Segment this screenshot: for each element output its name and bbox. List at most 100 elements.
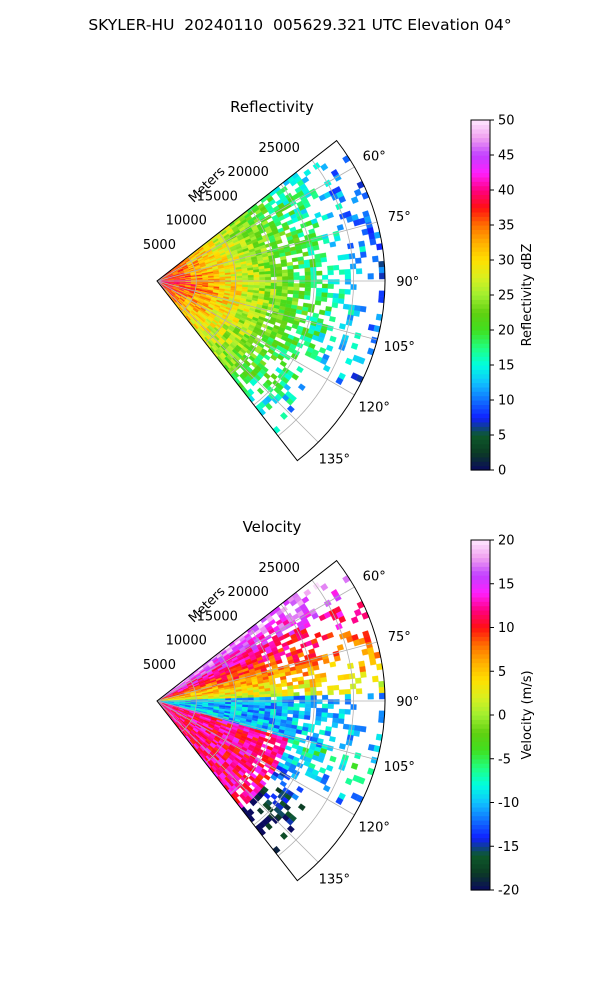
- colorbar-segment: [471, 767, 490, 773]
- data-cell: [372, 675, 379, 683]
- data-cell: [284, 745, 292, 752]
- data-cell: [326, 211, 334, 219]
- colorbar-tick-label: -10: [498, 796, 519, 811]
- data-cell: [270, 690, 277, 695]
- radial-tick-label: 10000: [166, 634, 207, 649]
- colorbar-segment: [471, 820, 490, 825]
- colorbar-segment: [471, 583, 490, 589]
- colorbar-segment: [471, 876, 490, 882]
- data-cell: [314, 677, 322, 684]
- data-cell: [353, 730, 361, 737]
- colorbar-tick-label: 10: [498, 621, 515, 636]
- data-cell: [355, 688, 363, 695]
- data-cell: [304, 687, 311, 693]
- data-cell: [355, 257, 362, 264]
- colorbar-segment: [471, 723, 490, 729]
- data-cell: [338, 743, 346, 750]
- data-cell: [303, 715, 311, 720]
- data-cell: [312, 222, 320, 229]
- colorbar-segment: [471, 837, 490, 843]
- data-cell: [358, 660, 366, 668]
- colorbar-segment: [471, 592, 490, 598]
- data-cell: [304, 703, 312, 708]
- data-cell: [360, 671, 367, 678]
- colorbar-segment: [471, 579, 490, 585]
- colorbar-label: Velocity (m/s): [520, 670, 535, 759]
- data-cell: [225, 698, 232, 701]
- data-cell: [327, 703, 334, 709]
- data-cell: [338, 689, 346, 695]
- data-cell: [327, 270, 334, 276]
- data-cell: [265, 696, 272, 701]
- colorbar-segment: [471, 636, 490, 642]
- data-cell: [292, 684, 300, 690]
- angle-tick-label: 120°: [359, 820, 390, 835]
- colorbar-segment: [471, 732, 490, 738]
- angle-tick-label: 60°: [363, 570, 386, 585]
- data-cell: [327, 712, 334, 719]
- data-cell: [331, 722, 339, 729]
- colorbar-segment: [471, 793, 490, 799]
- data-cell: [259, 691, 266, 695]
- velocity-title: Velocity: [243, 518, 302, 536]
- data-cell: [344, 289, 351, 295]
- data-cell: [270, 702, 277, 707]
- data-cell: [314, 631, 322, 639]
- colorbar-tick-label: 20: [498, 534, 515, 549]
- data-cell: [298, 710, 305, 716]
- colorbar-segment: [471, 570, 490, 576]
- colorbar-segment: [471, 841, 490, 847]
- data-cell: [342, 723, 350, 730]
- data-cell: [270, 699, 277, 704]
- colorbar-segment: [471, 706, 490, 712]
- colorbar-segment: [471, 675, 490, 681]
- data-cell: [270, 693, 277, 698]
- colorbar-segment: [471, 828, 490, 834]
- colorbar-segment: [471, 662, 490, 668]
- angle-tick-label: 105°: [384, 760, 415, 775]
- data-cell: [320, 583, 329, 592]
- data-cell: [321, 708, 328, 714]
- data-cell: [279, 780, 288, 788]
- data-cell: [264, 693, 272, 698]
- data-cell: [360, 251, 367, 258]
- colorbar-segment: [471, 811, 490, 817]
- data-cell: [337, 674, 345, 681]
- data-cell: [304, 707, 311, 712]
- data-cell: [369, 658, 377, 666]
- colorbar-segment: [471, 728, 490, 734]
- data-cell: [253, 702, 260, 706]
- data-cell: [256, 807, 265, 815]
- data-cell: [293, 706, 300, 712]
- data-cell: [338, 195, 347, 204]
- colorbar-segment: [471, 785, 490, 790]
- data-cell: [270, 705, 277, 710]
- data-cell: [253, 694, 260, 698]
- colorbar-segment: [471, 618, 490, 624]
- colorbar-segment: [471, 548, 490, 554]
- data-cell: [242, 695, 249, 699]
- data-cell: [322, 694, 329, 700]
- data-cell: [315, 682, 322, 688]
- data-cell: [355, 677, 362, 684]
- data-cell: [276, 702, 283, 707]
- colorbar-segment: [471, 798, 490, 804]
- data-cell: [264, 662, 272, 668]
- data-cell: [259, 702, 266, 706]
- data-cell: [355, 268, 363, 275]
- data-cell: [282, 692, 289, 697]
- data-cell: [320, 716, 328, 722]
- colorbar-segment: [471, 553, 490, 559]
- data-cell: [281, 682, 288, 687]
- data-cell: [303, 679, 311, 685]
- colorbar-segment: [471, 763, 490, 769]
- data-cell: [336, 224, 344, 231]
- colorbar-segment: [471, 640, 490, 646]
- data-cell: [281, 689, 289, 694]
- data-cell: [265, 702, 272, 707]
- data-cell: [310, 691, 317, 696]
- data-cell: [287, 688, 294, 694]
- colorbar-segment: [471, 596, 490, 602]
- colorbar-segment: [471, 684, 490, 690]
- data-cell: [213, 698, 220, 701]
